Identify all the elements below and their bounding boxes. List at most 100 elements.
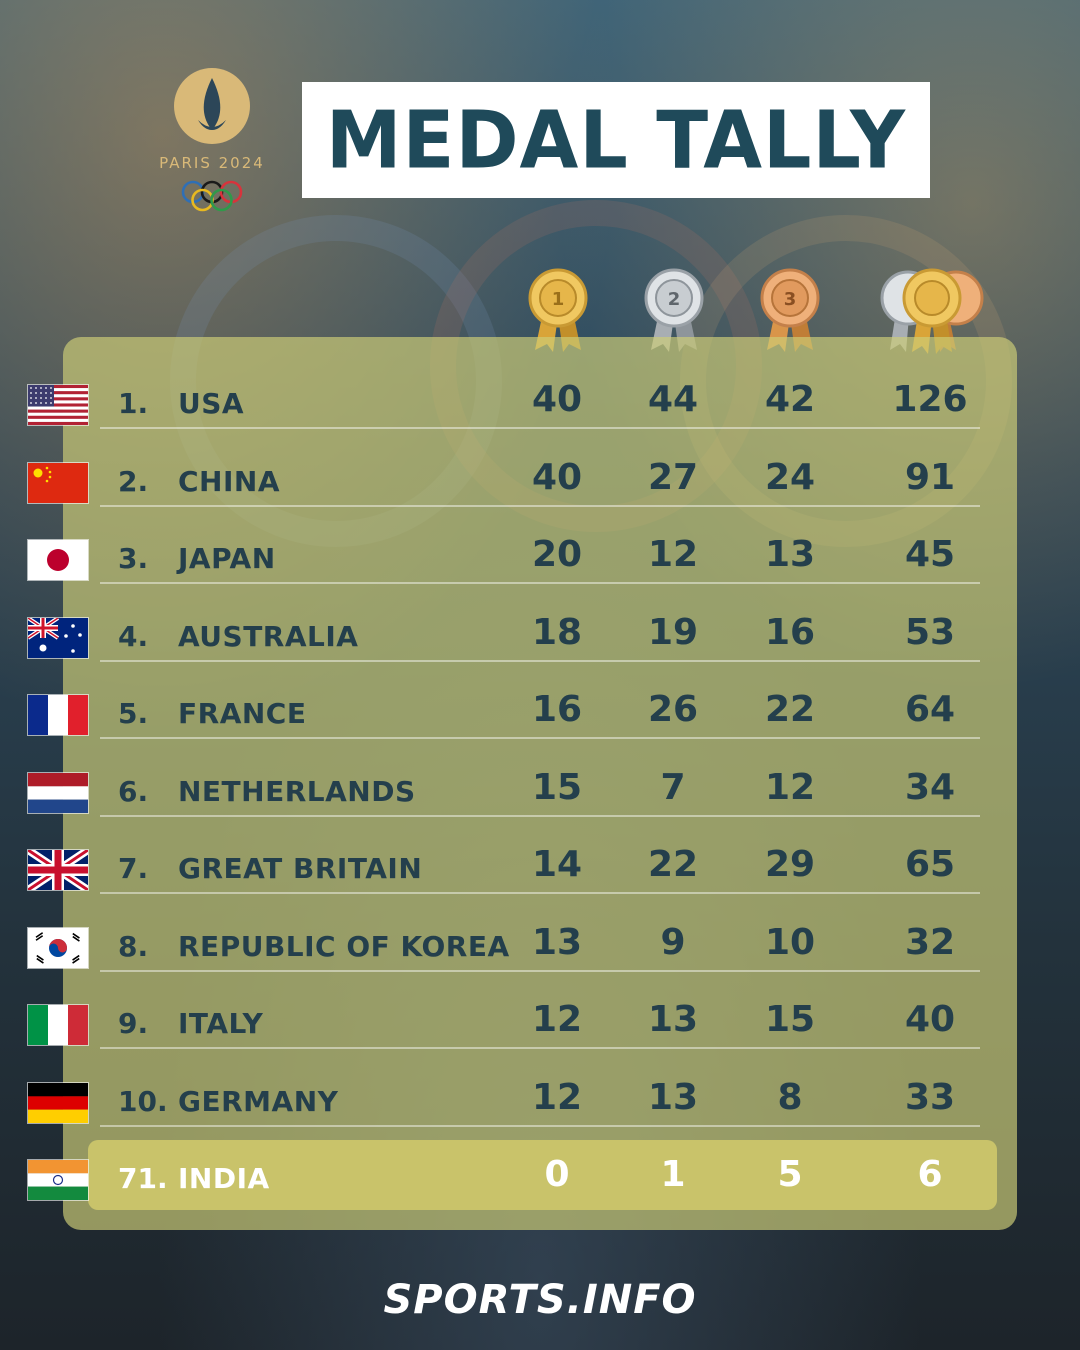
gold-count: 16: [531, 689, 583, 730]
total-count: 91: [904, 456, 956, 498]
silver-count: 1: [660, 1154, 686, 1195]
gold-count: 40: [531, 456, 583, 498]
title-banner: MEDAL TALLY: [302, 82, 930, 198]
rank: 2.: [118, 464, 149, 498]
row-divider: [100, 582, 980, 584]
silver-count: 26: [647, 689, 699, 730]
table-row: 3. JAPAN 20 12 13 45: [0, 534, 1080, 615]
highlight-row-background: [88, 1140, 997, 1210]
india-flag-icon: [28, 1160, 88, 1200]
table-row: 6. NETHERLANDS 15 7 12 34: [0, 767, 1080, 848]
great-britain-flag-icon: [28, 850, 88, 890]
country-name: AUSTRALIA: [178, 619, 359, 653]
france-flag-icon: [28, 695, 88, 735]
gold-count: 0: [544, 1154, 570, 1195]
bronze-medal-label: 3: [784, 289, 797, 310]
rank: 9.: [118, 1007, 149, 1040]
table-row: 9. ITALY 12 13 15 40: [0, 999, 1080, 1080]
rank: 8.: [118, 929, 149, 963]
silver-count: 12: [647, 534, 699, 575]
table-row: 4. AUSTRALIA 18 19 16 53: [0, 612, 1080, 693]
row-divider: [100, 969, 980, 972]
country-name: INDIA: [178, 1162, 270, 1195]
medal-table-panel: [63, 337, 1017, 1230]
gold-count: 13: [531, 921, 583, 963]
germany-flag-icon: [28, 1082, 88, 1123]
row-divider: [100, 659, 980, 662]
china-flag-icon: [28, 462, 88, 503]
korea-flag-icon: [28, 927, 88, 968]
row-divider: [100, 892, 980, 894]
us-flag-icon: [28, 385, 88, 425]
gold-count: 12: [531, 999, 583, 1040]
silver-count: 9: [660, 921, 686, 963]
silver-count: 27: [647, 456, 699, 498]
australia-flag-icon: [28, 617, 88, 658]
gold-count: 12: [531, 1076, 583, 1118]
bronze-count: 42: [764, 379, 816, 420]
gold-count: 15: [531, 766, 583, 808]
highlight-row: 71. INDIA 0 1 5 6: [0, 1154, 1080, 1235]
row-divider: [100, 814, 980, 817]
italy-flag-icon: [28, 1005, 88, 1045]
silver-medal-icon: 2: [644, 268, 704, 352]
bronze-count: 16: [764, 611, 816, 653]
bronze-count: 24: [764, 456, 816, 498]
table-row: 1. USA 40 44 42 126: [0, 379, 1080, 460]
silver-count: 22: [647, 844, 699, 885]
japan-flag-icon: [28, 540, 88, 580]
rank: 4.: [118, 619, 149, 653]
silver-count: 7: [660, 766, 686, 808]
total-count: 53: [904, 611, 956, 653]
netherlands-flag-icon: [28, 772, 88, 813]
table-row: 10. GERMANY 12 13 8 33: [0, 1077, 1080, 1158]
rank: 6.: [118, 774, 149, 808]
total-count: 6: [917, 1154, 943, 1195]
paris-2024-emblem-icon: [174, 68, 250, 212]
country-name: GERMANY: [178, 1084, 339, 1118]
gold-count: 20: [531, 534, 583, 575]
total-count: 32: [904, 921, 956, 963]
total-count: 45: [904, 534, 956, 575]
gold-count: 18: [531, 611, 583, 653]
country-name: REPUBLIC OF KOREA: [178, 929, 510, 963]
gold-medal-label: 1: [552, 289, 565, 310]
silver-medal-label: 2: [668, 289, 681, 310]
row-divider: [100, 1047, 980, 1049]
row-divider: [100, 504, 980, 507]
bronze-count: 15: [764, 999, 816, 1040]
total-count: 40: [904, 999, 956, 1040]
bronze-medal-icon: 3: [760, 268, 820, 352]
country-name: ITALY: [178, 1007, 264, 1040]
country-name: FRANCE: [178, 697, 307, 730]
total-count: 65: [904, 844, 956, 885]
country-name: USA: [178, 387, 245, 420]
rank: 1.: [118, 387, 149, 420]
silver-count: 13: [647, 1076, 699, 1118]
bronze-count: 12: [764, 766, 816, 808]
table-row: 7. GREAT BRITAIN 14 22 29 65: [0, 844, 1080, 925]
gold-count: 40: [531, 379, 583, 420]
brand-footer: SPORTS.INFO: [383, 1277, 697, 1323]
row-divider: [100, 737, 980, 739]
total-count: 64: [904, 689, 956, 730]
bronze-count: 29: [764, 844, 816, 885]
logo-text: PARIS 2024: [159, 154, 265, 172]
rank: 71.: [118, 1162, 168, 1195]
country-name: JAPAN: [178, 542, 276, 575]
total-count: 34: [904, 766, 956, 808]
silver-count: 44: [647, 379, 699, 420]
bronze-count: 10: [764, 921, 816, 963]
country-name: GREAT BRITAIN: [178, 852, 423, 885]
country-name: NETHERLANDS: [178, 774, 416, 808]
bronze-count: 13: [764, 534, 816, 575]
country-name: CHINA: [178, 464, 281, 498]
total-count: 33: [904, 1076, 956, 1118]
rank: 3.: [118, 542, 149, 575]
rank: 7.: [118, 852, 149, 885]
total-count: 126: [892, 379, 968, 420]
table-row: 5. FRANCE 16 26 22 64: [0, 689, 1080, 770]
gold-count: 14: [531, 844, 583, 885]
row-divider: [100, 427, 980, 429]
bronze-count: 22: [764, 689, 816, 730]
